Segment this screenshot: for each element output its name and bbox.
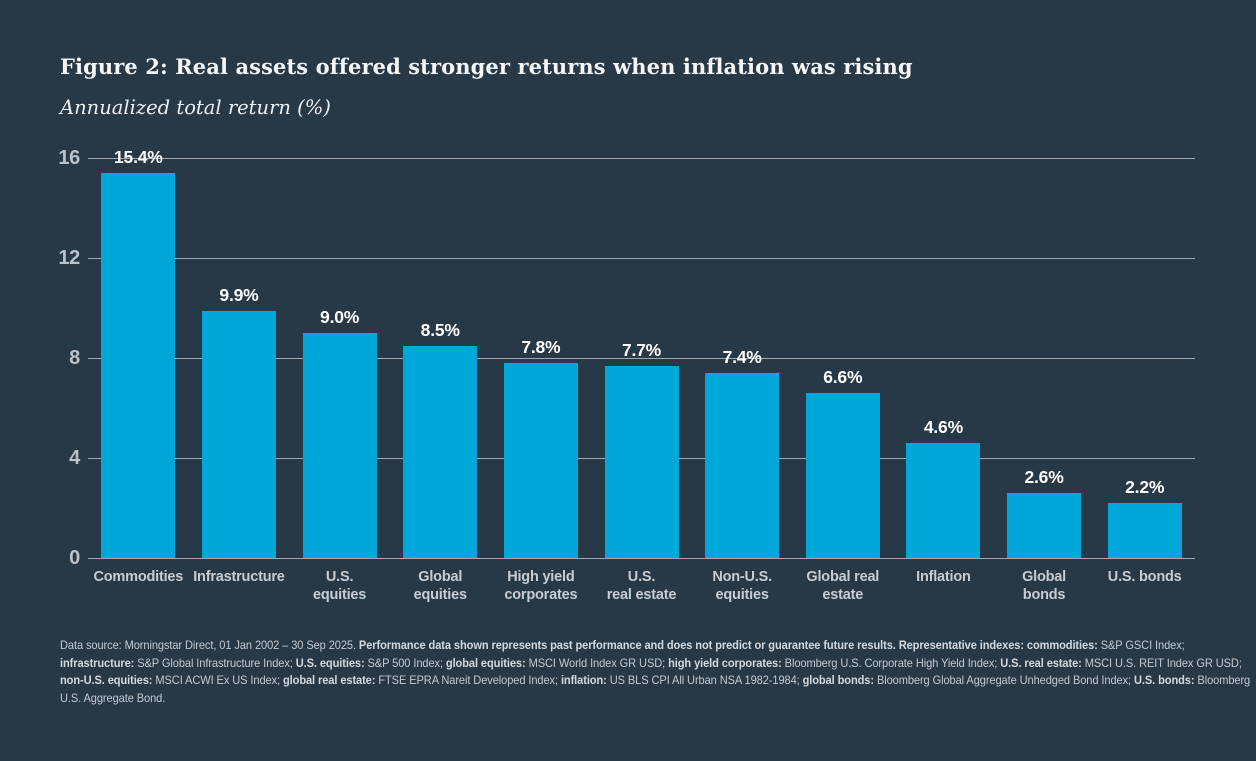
gridline-16 — [88, 157, 1195, 159]
x-category-label-0: Commodities — [93, 569, 184, 585]
footnote-line-2: infrastructure: S&P Global Infrastructur… — [60, 656, 1242, 670]
bar-8 — [906, 443, 981, 558]
x-category-label-4: High yield corporates — [504, 569, 578, 603]
bar-0 — [101, 173, 176, 558]
bar-value-label-8: 4.6% — [923, 417, 963, 437]
bar-value-label-6: 7.4% — [722, 347, 762, 367]
bar-value-label-1: 9.9% — [219, 284, 259, 305]
gridline-8 — [88, 357, 1195, 359]
gridline-0 — [88, 557, 1195, 559]
footnote-line-3: non-U.S. equities: MSCI ACWI Ex US Index… — [60, 674, 1251, 687]
y-tick-label-16: 16 — [58, 147, 80, 169]
bar-value-label-2: 9.0% — [320, 307, 360, 327]
bar-5 — [604, 365, 679, 558]
bar-1 — [201, 310, 276, 558]
bar-9 — [1007, 493, 1082, 558]
figure-title: Figure 2: Real assets offered stronger r… — [60, 54, 913, 79]
footnote-line-4: U.S. Aggregate Bond. — [60, 691, 166, 705]
bar-value-label-0: 15.4% — [114, 147, 163, 167]
x-category-label-7: Global real estate — [806, 569, 880, 603]
plot-area: 15.4% Commodities 9.9% Infrastructure 9.0% U.… — [88, 147, 1195, 603]
y-tick-label-8: 8 — [69, 347, 80, 369]
x-category-label-3: Global equities — [413, 569, 467, 603]
x-category-label-5: U.S. real estate — [606, 569, 677, 603]
bar-3 — [403, 345, 478, 558]
bar-value-label-9: 2.6% — [1024, 467, 1064, 487]
bar-7 — [805, 393, 880, 558]
bar-6 — [705, 373, 780, 558]
x-category-label-1: Infrastructure — [193, 569, 285, 585]
y-tick-label-0: 0 — [69, 547, 80, 569]
x-category-label-10: U.S. bonds — [1107, 569, 1182, 585]
bar-value-label-4: 7.8% — [521, 337, 561, 357]
gridline-12 — [88, 257, 1195, 259]
bar-value-label-7: 6.6% — [823, 367, 863, 387]
x-category-label-6: Non-U.S. equities — [712, 569, 772, 603]
figure-subtitle: Annualized total return (%) — [60, 96, 331, 119]
x-category-label-9: Global bonds — [1022, 569, 1066, 603]
bar-2 — [302, 333, 377, 558]
y-tick-label-4: 4 — [69, 447, 80, 469]
x-category-label-8: Inflation — [916, 569, 971, 585]
bar-10 — [1107, 503, 1182, 558]
bar-value-label-3: 8.5% — [420, 319, 460, 340]
bar-value-label-10: 2.2% — [1125, 477, 1165, 497]
y-tick-label-12: 12 — [58, 247, 80, 269]
bar-value-label-5: 7.7% — [621, 339, 662, 360]
footnote-line-1: Data source: Morningstar Direct, 01 Jan … — [60, 639, 1185, 652]
x-category-label-2: U.S. equities — [312, 569, 367, 603]
bar-4 — [503, 363, 578, 558]
footnote: Data source: Morningstar Direct, 01 Jan … — [60, 637, 1250, 707]
